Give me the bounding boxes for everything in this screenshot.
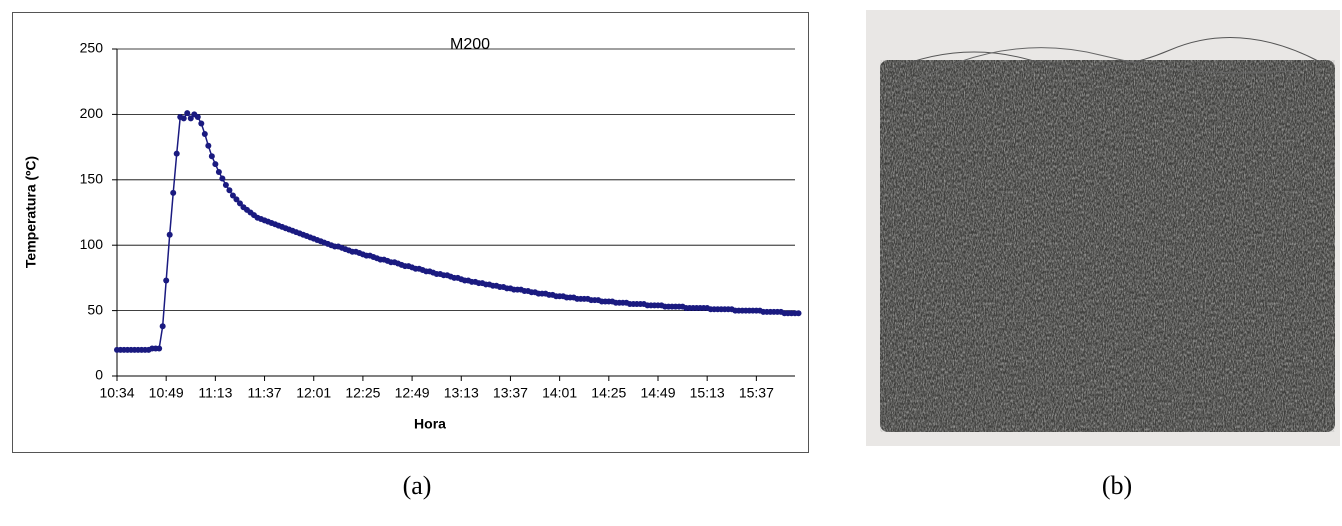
y-tick-label: 150 (80, 171, 104, 187)
data-point (212, 161, 219, 168)
data-point (194, 114, 201, 121)
data-point (219, 175, 226, 182)
data-point (222, 182, 229, 189)
data-point (233, 196, 240, 203)
data-point (180, 115, 187, 122)
data-point (184, 110, 191, 117)
chart-title: M200 (450, 36, 490, 53)
y-tick-label: 100 (80, 236, 104, 252)
x-tick-label: 15:37 (739, 385, 774, 401)
data-point (170, 189, 177, 196)
data-point (226, 187, 233, 194)
fiber (889, 37, 1321, 71)
data-point (198, 120, 205, 127)
x-tick-label: 14:25 (591, 385, 626, 401)
y-axis-label: Temperatura (ºC) (23, 156, 39, 268)
x-tick-label: 15:13 (690, 385, 725, 401)
x-tick-label: 13:13 (444, 385, 479, 401)
x-tick-label: 10:34 (99, 385, 134, 401)
data-point (159, 323, 166, 330)
data-point (201, 131, 208, 138)
y-tick-label: 200 (80, 105, 104, 121)
x-tick-label: 10:49 (149, 385, 184, 401)
data-point (795, 310, 802, 317)
data-point (208, 153, 215, 160)
data-point (236, 200, 243, 207)
data-point (166, 231, 173, 238)
x-tick-label: 12:25 (345, 385, 380, 401)
y-tick-label: 50 (87, 301, 103, 317)
x-tick-label: 11:37 (248, 385, 282, 401)
chart-frame (12, 12, 809, 453)
caption: (b) (1102, 471, 1132, 500)
data-point (163, 277, 170, 284)
x-tick-label: 13:37 (493, 385, 528, 401)
data-point (215, 168, 222, 175)
x-axis-label: Hora (414, 416, 446, 432)
x-tick-label: 14:01 (542, 385, 577, 401)
data-point (173, 150, 180, 157)
fiber (899, 47, 1301, 91)
photo (866, 10, 1340, 446)
y-tick-label: 250 (80, 40, 104, 56)
x-tick-label: 11:13 (198, 385, 232, 401)
x-tick-label: 14:49 (640, 385, 675, 401)
y-tick-label: 0 (95, 367, 103, 383)
steel-wool-texture (880, 60, 1335, 432)
x-tick-label: 12:49 (395, 385, 430, 401)
data-point (205, 142, 212, 149)
caption: (a) (403, 471, 432, 500)
x-tick-label: 12:01 (296, 385, 331, 401)
data-point (156, 345, 163, 352)
data-point (229, 192, 236, 199)
data-point (187, 115, 194, 122)
